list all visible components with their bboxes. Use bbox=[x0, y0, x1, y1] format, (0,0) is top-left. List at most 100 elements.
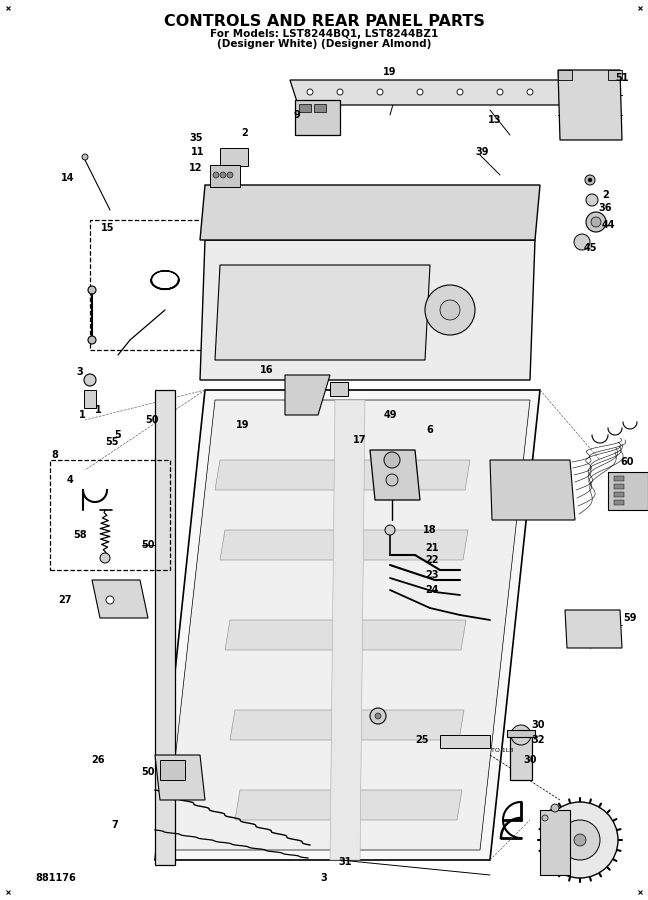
Text: 31: 31 bbox=[338, 857, 352, 867]
Text: 39: 39 bbox=[475, 147, 489, 157]
Text: 27: 27 bbox=[58, 595, 72, 605]
Polygon shape bbox=[165, 400, 530, 850]
Polygon shape bbox=[290, 80, 570, 105]
Text: 11: 11 bbox=[191, 147, 205, 157]
Text: 9: 9 bbox=[294, 110, 301, 120]
Text: 14: 14 bbox=[62, 173, 75, 183]
Text: 50: 50 bbox=[141, 767, 155, 777]
Circle shape bbox=[527, 89, 533, 95]
Bar bbox=[50, 460, 170, 570]
Bar bbox=[614, 484, 624, 489]
Circle shape bbox=[440, 300, 460, 320]
Polygon shape bbox=[235, 790, 462, 820]
Circle shape bbox=[106, 596, 114, 604]
Text: 49: 49 bbox=[383, 410, 397, 420]
Text: 881176: 881176 bbox=[35, 873, 76, 883]
Text: 15: 15 bbox=[101, 223, 115, 233]
Text: 2: 2 bbox=[603, 190, 609, 200]
Text: 8: 8 bbox=[52, 450, 58, 460]
Circle shape bbox=[588, 178, 592, 182]
Polygon shape bbox=[155, 390, 175, 865]
Text: 55: 55 bbox=[105, 437, 119, 447]
Text: 30: 30 bbox=[531, 720, 545, 730]
Circle shape bbox=[337, 89, 343, 95]
Text: 50: 50 bbox=[145, 415, 159, 425]
Text: 60: 60 bbox=[620, 457, 634, 467]
Bar bbox=[90, 220, 225, 350]
Circle shape bbox=[370, 708, 386, 724]
Text: 58: 58 bbox=[73, 530, 87, 540]
Bar bbox=[84, 390, 96, 408]
Text: 22: 22 bbox=[425, 555, 439, 565]
Circle shape bbox=[377, 89, 383, 95]
Polygon shape bbox=[92, 580, 148, 618]
Text: 23: 23 bbox=[425, 570, 439, 580]
Circle shape bbox=[88, 286, 96, 294]
Circle shape bbox=[82, 154, 88, 160]
Circle shape bbox=[560, 820, 600, 860]
Text: 30: 30 bbox=[523, 755, 537, 765]
Text: 19: 19 bbox=[237, 420, 249, 430]
Circle shape bbox=[227, 172, 233, 178]
Text: 12: 12 bbox=[189, 163, 203, 173]
Text: 24: 24 bbox=[425, 585, 439, 595]
Circle shape bbox=[574, 834, 586, 846]
Circle shape bbox=[375, 713, 381, 719]
Polygon shape bbox=[220, 530, 468, 560]
Polygon shape bbox=[155, 755, 205, 800]
Circle shape bbox=[542, 802, 618, 878]
Text: (Designer White) (Designer Almond): (Designer White) (Designer Almond) bbox=[217, 39, 431, 49]
Text: 18: 18 bbox=[423, 525, 437, 535]
Polygon shape bbox=[370, 450, 420, 500]
Circle shape bbox=[384, 452, 400, 468]
Polygon shape bbox=[440, 735, 490, 748]
Circle shape bbox=[386, 474, 398, 486]
Text: TO 1LB: TO 1LB bbox=[491, 748, 513, 752]
Text: 45: 45 bbox=[583, 243, 597, 253]
Bar bbox=[314, 104, 326, 112]
Text: 6: 6 bbox=[426, 425, 434, 435]
Circle shape bbox=[417, 89, 423, 95]
Text: 4: 4 bbox=[67, 475, 73, 485]
Text: 44: 44 bbox=[601, 220, 615, 230]
Circle shape bbox=[220, 172, 226, 178]
Circle shape bbox=[585, 175, 595, 185]
Polygon shape bbox=[558, 70, 622, 140]
Polygon shape bbox=[155, 390, 540, 860]
Text: 50: 50 bbox=[141, 540, 155, 550]
Text: 1: 1 bbox=[95, 405, 101, 415]
Circle shape bbox=[586, 194, 598, 206]
Bar bbox=[614, 492, 624, 497]
Text: 21: 21 bbox=[425, 543, 439, 553]
Circle shape bbox=[88, 336, 96, 344]
Bar bbox=[299, 104, 311, 112]
Bar bbox=[614, 476, 624, 481]
Polygon shape bbox=[540, 810, 570, 875]
Polygon shape bbox=[608, 70, 622, 80]
Circle shape bbox=[497, 89, 503, 95]
Circle shape bbox=[542, 815, 548, 821]
Circle shape bbox=[307, 89, 313, 95]
Circle shape bbox=[100, 553, 110, 563]
Text: 32: 32 bbox=[531, 735, 545, 745]
Circle shape bbox=[551, 804, 559, 812]
Bar bbox=[510, 735, 532, 780]
Polygon shape bbox=[608, 472, 648, 510]
Circle shape bbox=[84, 374, 96, 386]
Text: For Models: LST8244BQ1, LST8244BZ1: For Models: LST8244BQ1, LST8244BZ1 bbox=[210, 29, 438, 39]
Circle shape bbox=[385, 525, 395, 535]
Polygon shape bbox=[215, 265, 430, 360]
Polygon shape bbox=[565, 610, 622, 648]
Text: CONTROLS AND REAR PANEL PARTS: CONTROLS AND REAR PANEL PARTS bbox=[163, 14, 485, 30]
Bar bbox=[330, 382, 348, 396]
Polygon shape bbox=[215, 460, 470, 490]
Text: 59: 59 bbox=[623, 613, 637, 623]
Text: 2: 2 bbox=[242, 128, 248, 138]
Text: 3: 3 bbox=[321, 873, 327, 883]
Text: 7: 7 bbox=[111, 820, 119, 830]
Text: 26: 26 bbox=[91, 755, 105, 765]
Circle shape bbox=[591, 217, 601, 227]
Text: 13: 13 bbox=[488, 115, 502, 125]
Polygon shape bbox=[285, 375, 330, 415]
Circle shape bbox=[511, 725, 531, 745]
